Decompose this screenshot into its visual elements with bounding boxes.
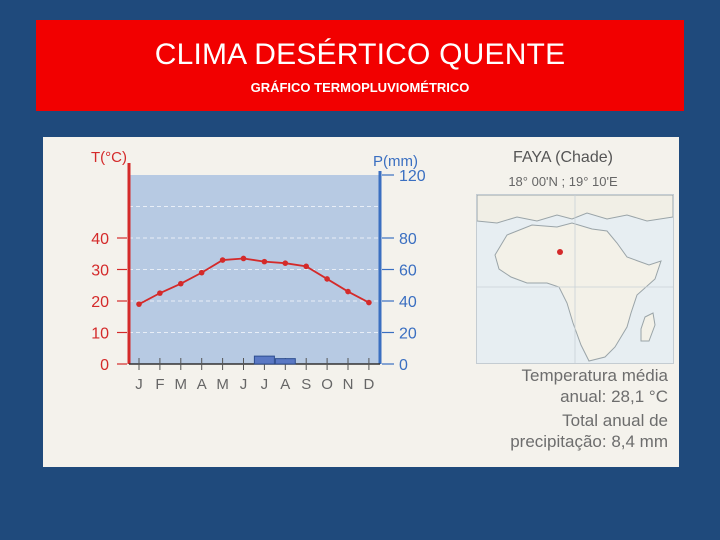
page-subtitle: GRÁFICO TERMOPLUVIOMÉTRICO xyxy=(250,80,470,95)
title-banner: CLIMA DESÉRTICO QUENTE GRÁFICO TERMOPLUV… xyxy=(36,20,684,111)
month-label: N xyxy=(343,376,354,393)
precipitation-tick-label: 120 xyxy=(399,168,426,185)
temperature-tick-label: 20 xyxy=(91,294,109,311)
annual-precipitation-text: Total anual de precipitação: 8,4 mm xyxy=(458,410,668,452)
month-label: O xyxy=(321,376,333,393)
temperature-tick-label: 0 xyxy=(100,357,109,374)
temperature-point xyxy=(178,280,184,287)
page-title: CLIMA DESÉRTICO QUENTE xyxy=(154,38,566,71)
temperature-point xyxy=(366,299,372,306)
temperature-point xyxy=(345,288,351,295)
month-label: D xyxy=(363,376,374,393)
precipitation-tick-label: 20 xyxy=(399,326,417,343)
month-label: J xyxy=(135,376,143,393)
month-label: J xyxy=(261,376,269,393)
precipitation-axis-label: P(mm) xyxy=(373,153,418,170)
station-marker xyxy=(557,249,563,255)
temperature-line xyxy=(138,257,370,305)
temperature-point xyxy=(198,269,205,276)
precipitation-tick-label: 80 xyxy=(399,231,417,248)
month-label: J xyxy=(240,376,248,393)
plot-area xyxy=(129,175,380,364)
precipitation-tick-label: 40 xyxy=(399,294,417,311)
precipitation-bar xyxy=(274,358,296,365)
month-label: M xyxy=(216,376,229,393)
climate-chart-panel: T(°C) P(mm) 0 10 20 30 40 0 20 40 60 80 120 J F M A M J J A S… xyxy=(43,137,679,467)
africa-map-graphic xyxy=(477,195,673,363)
station-name: FAYA (Chade) xyxy=(513,149,613,166)
annual-precipitation-line-1: Total anual de xyxy=(562,411,668,430)
temperature-point xyxy=(282,260,289,266)
annual-temperature-text: Temperatura média anual: 28,1 °C xyxy=(458,365,668,407)
annual-temperature-line-1: Temperatura média xyxy=(521,366,668,385)
temperature-point xyxy=(240,255,247,262)
madagascar xyxy=(640,312,656,342)
temperature-point xyxy=(324,276,330,282)
temperature-point xyxy=(303,263,310,270)
africa-landmass xyxy=(494,222,662,362)
temperature-point xyxy=(219,257,226,263)
precipitation-tick-label: 60 xyxy=(399,263,417,280)
annual-temperature-line-2: anual: 28,1 °C xyxy=(560,387,668,406)
month-label: M xyxy=(175,376,188,393)
month-label: F xyxy=(155,376,164,393)
precipitation-tick-label: 0 xyxy=(399,357,408,374)
month-label: A xyxy=(280,376,290,393)
temperature-axis-label: T(°C) xyxy=(91,149,127,166)
station-coordinates: 18° 00'N ; 19° 10'E xyxy=(508,174,618,189)
africa-map xyxy=(476,194,674,364)
month-label: A xyxy=(197,376,207,393)
precipitation-bar xyxy=(253,355,275,365)
month-label: S xyxy=(301,376,311,393)
temperature-tick-label: 30 xyxy=(91,263,109,280)
annual-precipitation-line-2: precipitação: 8,4 mm xyxy=(510,432,668,451)
temperature-point xyxy=(136,301,142,307)
temperature-tick-label: 10 xyxy=(91,326,109,343)
temperature-tick-label: 40 xyxy=(91,231,109,248)
temperature-point xyxy=(261,258,268,265)
temperature-point xyxy=(157,290,163,296)
